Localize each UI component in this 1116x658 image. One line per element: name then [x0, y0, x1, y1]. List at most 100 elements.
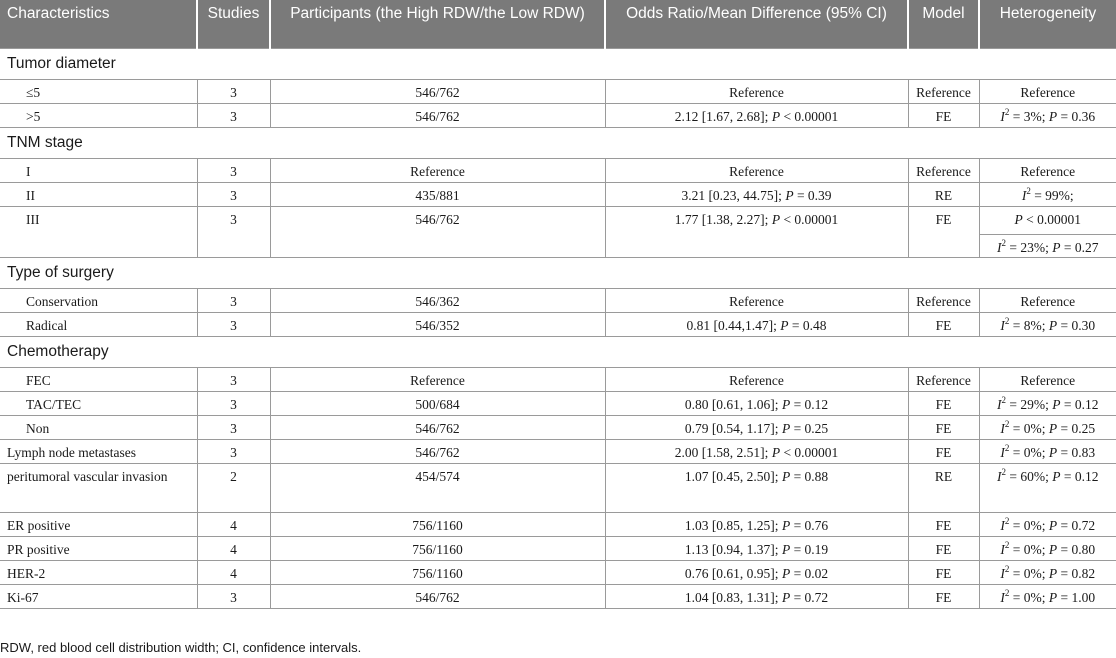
table-row: FEC 3 Reference Reference Reference Refe…: [0, 366, 1116, 392]
table-row: Radical 3 546/352 0.81 [0.44,1.47]; P = …: [0, 311, 1116, 337]
i2-value: = 8%;: [1009, 317, 1049, 333]
row-label: I: [0, 157, 198, 183]
odds-ratio-ci: 0.81 [0.44,1.47];: [686, 317, 781, 333]
squared-symbol: 2: [1004, 563, 1010, 574]
participants-cell: 546/762: [269, 414, 606, 440]
participants-cell: 546/762: [269, 78, 606, 104]
table-row: Lymph node metastases 3 546/762 2.00 [1.…: [0, 438, 1116, 464]
table-row: I 3 Reference Reference Reference Refere…: [0, 157, 1116, 183]
het-stat: I2 = 23%; P = 0.27: [979, 233, 1116, 257]
odds-ratio-cell: 0.81 [0.44,1.47]; P = 0.48: [604, 311, 909, 337]
row-label: Ki-67: [0, 583, 198, 609]
row-label: FEC: [0, 366, 198, 392]
header-participants: Participants (the High RDW/the Low RDW): [270, 0, 606, 48]
studies-cell: 3: [196, 438, 271, 464]
i-symbol: I: [1000, 444, 1005, 460]
i2-value: = 0%;: [1009, 444, 1049, 460]
section-row: Tumor diameter: [0, 47, 1116, 80]
table-row: ER positive 4 756/1160 1.03 [0.85, 1.25]…: [0, 511, 1116, 537]
het-p-value: = 0.12: [1060, 468, 1099, 484]
odds-ratio-cell: 0.80 [0.61, 1.06]; P = 0.12: [604, 390, 909, 416]
odds-ratio-cell: 3.21 [0.23, 44.75]; P = 0.39: [604, 181, 909, 207]
p-symbol: P: [1014, 211, 1023, 227]
i-symbol: I: [1000, 565, 1005, 581]
participants-cell: Reference: [269, 157, 606, 183]
model-cell: FE: [907, 438, 980, 464]
model-cell: FE: [907, 311, 980, 337]
p-symbol: P: [781, 541, 791, 557]
p-value: = 0.12: [790, 396, 829, 412]
table-row: Ki-67 3 546/762 1.04 [0.83, 1.31]; P = 0…: [0, 583, 1116, 609]
p-symbol: P: [771, 211, 781, 227]
model-cell: FE: [907, 535, 980, 561]
odds-ratio-cell: 1.07 [0.45, 2.50]; P = 0.88: [604, 462, 909, 513]
participants-cell: 546/762: [269, 102, 606, 128]
table-row: II 3 435/881 3.21 [0.23, 44.75]; P = 0.3…: [0, 181, 1116, 207]
i2-value: = 60%;: [1006, 468, 1053, 484]
p-symbol: P: [1048, 108, 1058, 124]
studies-cell: 3: [196, 205, 271, 258]
squared-symbol: 2: [1004, 315, 1010, 326]
table-row: HER-2 4 756/1160 0.76 [0.61, 0.95]; P = …: [0, 559, 1116, 585]
heterogeneity-cell: I2 = 0%; P = 0.82: [978, 559, 1116, 585]
studies-cell: 4: [196, 559, 271, 585]
i2-value: = 0%;: [1009, 541, 1049, 557]
p-value: < 0.00001: [780, 444, 839, 460]
header-model: Model: [908, 0, 980, 48]
i2-value: = 99%;: [1030, 187, 1074, 203]
p-symbol: P: [1048, 541, 1058, 557]
squared-symbol: 2: [1004, 442, 1010, 453]
row-label: peritumoral vascular invasion: [0, 462, 198, 513]
p-symbol: P: [781, 589, 791, 605]
i-symbol: I: [1021, 187, 1027, 203]
p-value: < 0.00001: [780, 108, 839, 124]
studies-cell: 3: [196, 157, 271, 183]
odds-ratio-ci: 1.77 [1.38, 2.27];: [674, 211, 772, 227]
odds-ratio-ci: 3.21 [0.23, 44.75];: [681, 187, 786, 203]
p-symbol: P: [781, 565, 791, 581]
row-label: Conservation: [0, 287, 198, 313]
squared-symbol: 2: [1004, 106, 1010, 117]
studies-cell: 3: [196, 414, 271, 440]
model-cell: FE: [907, 205, 980, 258]
p-value: = 0.19: [790, 541, 829, 557]
i2-value: = 23%;: [1006, 239, 1053, 255]
odds-ratio-cell: 1.03 [0.85, 1.25]; P = 0.76: [604, 511, 909, 537]
row-label: TAC/TEC: [0, 390, 198, 416]
odds-ratio-ci: 2.12 [1.67, 2.68];: [674, 108, 772, 124]
p-symbol: P: [1052, 239, 1061, 255]
het-p-value: = 0.83: [1057, 444, 1096, 460]
p-value: = 0.48: [788, 317, 827, 333]
p-value: = 0.25: [790, 420, 829, 436]
squared-symbol: 2: [1004, 539, 1010, 550]
i-symbol: I: [997, 396, 1002, 412]
odds-ratio-ci: 1.13 [0.94, 1.37];: [684, 541, 782, 557]
odds-ratio-cell: 1.77 [1.38, 2.27]; P < 0.00001: [604, 205, 909, 258]
p-symbol: P: [1052, 468, 1061, 484]
p-symbol: P: [1048, 317, 1058, 333]
het-p-value: = 0.82: [1057, 565, 1096, 581]
odds-ratio-cell: 1.04 [0.83, 1.31]; P = 0.72: [604, 583, 909, 609]
section-row: Type of surgery: [0, 256, 1116, 289]
participants-cell: Reference: [269, 366, 606, 392]
p-value: = 0.02: [790, 565, 829, 581]
participants-cell: 756/1160: [269, 511, 606, 537]
p-symbol: P: [1048, 565, 1058, 581]
row-label: HER-2: [0, 559, 198, 585]
p-symbol: P: [785, 187, 794, 203]
model-cell: FE: [907, 559, 980, 585]
p-symbol: P: [771, 108, 781, 124]
section-type-of-surgery: Type of surgery: [0, 256, 1116, 289]
section-tnm-stage: TNM stage: [0, 126, 1116, 159]
studies-cell: 3: [196, 78, 271, 104]
model-cell: FE: [907, 102, 980, 128]
model-cell: FE: [907, 583, 980, 609]
model-cell: Reference: [907, 78, 980, 104]
studies-cell: 3: [196, 287, 271, 313]
p-value: = 0.76: [790, 517, 829, 533]
p-symbol: P: [1048, 444, 1058, 460]
p-symbol: P: [1048, 589, 1058, 605]
p-symbol: P: [1052, 396, 1061, 412]
heterogeneity-cell: Reference: [978, 287, 1116, 313]
row-label: Lymph node metastases: [0, 438, 198, 464]
